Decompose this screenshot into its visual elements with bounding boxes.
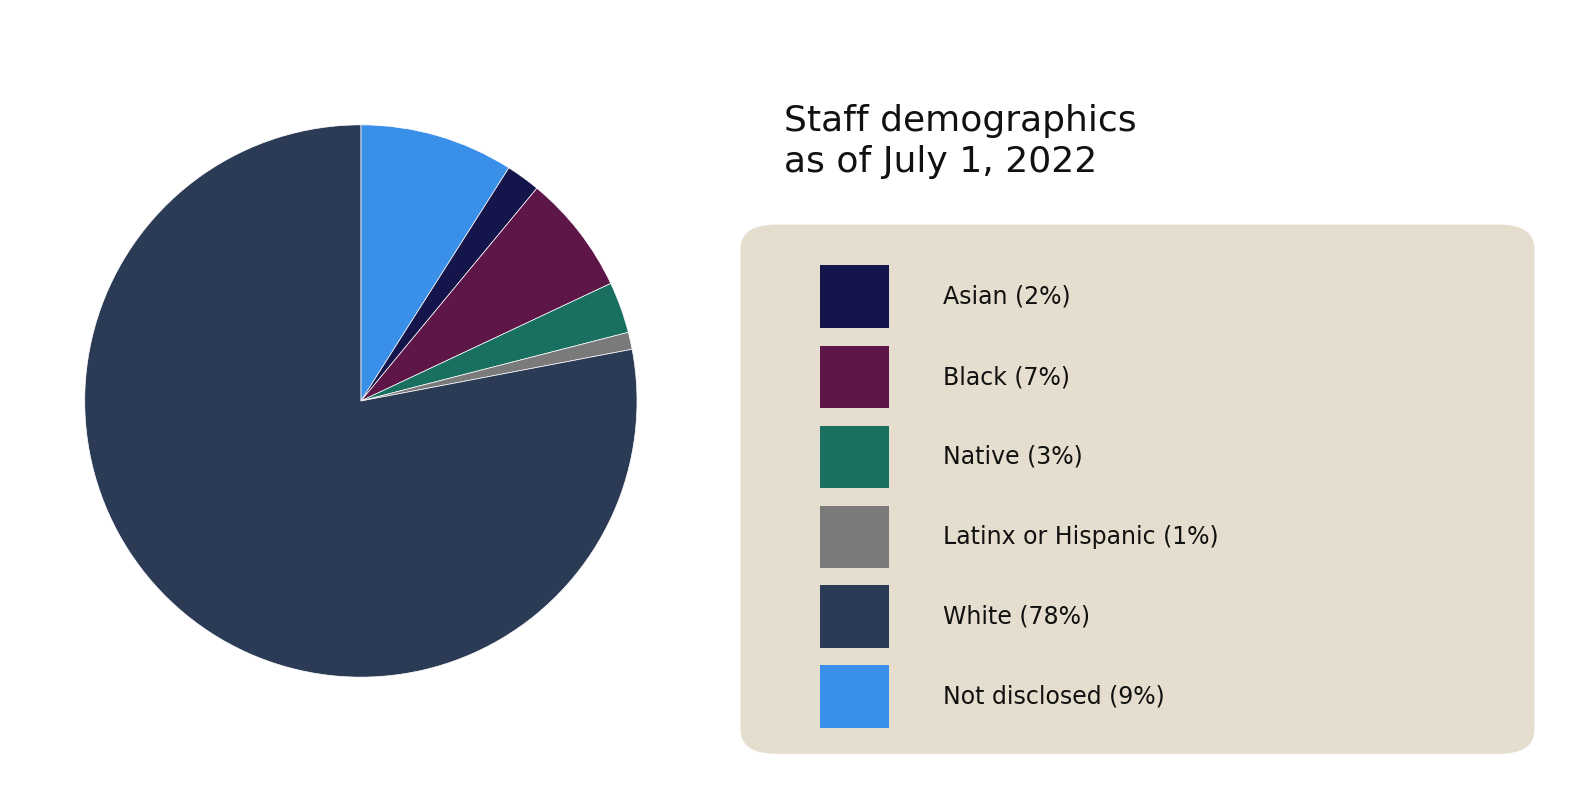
FancyBboxPatch shape — [821, 505, 888, 568]
Wedge shape — [361, 332, 632, 401]
Text: Not disclosed (9%): Not disclosed (9%) — [943, 685, 1164, 709]
Text: Asian (2%): Asian (2%) — [943, 285, 1070, 309]
FancyBboxPatch shape — [821, 265, 888, 328]
FancyBboxPatch shape — [821, 346, 888, 408]
Wedge shape — [85, 125, 637, 677]
Text: Latinx or Hispanic (1%): Latinx or Hispanic (1%) — [943, 525, 1218, 549]
Text: Native (3%): Native (3%) — [943, 445, 1083, 469]
Text: Black (7%): Black (7%) — [943, 365, 1070, 389]
FancyBboxPatch shape — [821, 666, 888, 728]
Wedge shape — [361, 125, 508, 401]
Wedge shape — [361, 168, 537, 401]
FancyBboxPatch shape — [741, 225, 1534, 754]
FancyBboxPatch shape — [821, 426, 888, 488]
Text: Staff demographics
as of July 1, 2022: Staff demographics as of July 1, 2022 — [784, 104, 1138, 179]
Wedge shape — [361, 188, 610, 401]
Wedge shape — [361, 283, 628, 401]
FancyBboxPatch shape — [821, 585, 888, 648]
Text: White (78%): White (78%) — [943, 605, 1090, 629]
